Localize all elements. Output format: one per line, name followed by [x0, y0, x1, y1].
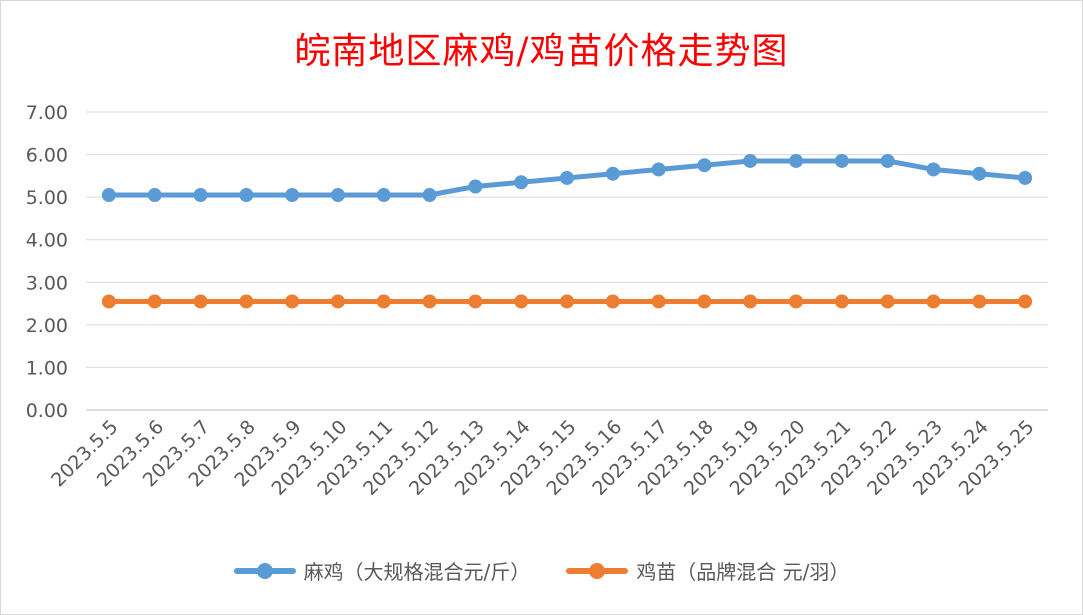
data-point-series-2 [743, 294, 758, 309]
data-point-series-2 [926, 294, 941, 309]
data-point-series-1 [468, 179, 483, 194]
y-tick-label: 0.00 [26, 400, 68, 422]
data-point-series-2 [330, 294, 345, 309]
data-point-series-2 [514, 294, 529, 309]
data-point-series-2 [834, 294, 849, 309]
legend: 麻鸡（大规格混合元/斤） 鸡苗（品牌混合 元/羽） [0, 556, 1083, 585]
series-lines [101, 153, 1033, 309]
y-tick-label: 6.00 [26, 145, 68, 167]
data-point-series-2 [147, 294, 162, 309]
y-tick-label: 5.00 [26, 187, 68, 209]
data-point-series-1 [926, 162, 941, 177]
y-tick-label: 7.00 [26, 102, 68, 124]
data-point-series-2 [285, 294, 300, 309]
x-axis-ticks: 2023.5.52023.5.62023.5.72023.5.82023.5.9… [47, 416, 1039, 500]
y-tick-label: 3.00 [26, 272, 68, 294]
data-point-series-1 [330, 188, 345, 203]
legend-label-series-2: 鸡苗（品牌混合 元/羽） [636, 560, 850, 584]
data-point-series-2 [972, 294, 987, 309]
data-point-series-2 [193, 294, 208, 309]
legend-marker-series-1 [233, 562, 296, 579]
data-point-series-1 [147, 188, 162, 203]
legend-item-series-1: 麻鸡（大规格混合元/斤） [233, 556, 531, 585]
data-point-series-1 [1018, 170, 1033, 185]
data-point-series-2 [376, 294, 391, 309]
data-point-series-1 [834, 153, 849, 168]
data-point-series-2 [468, 294, 483, 309]
data-point-series-1 [193, 188, 208, 203]
data-point-series-2 [880, 294, 895, 309]
data-point-series-1 [697, 158, 712, 173]
data-point-series-2 [697, 294, 712, 309]
data-point-series-1 [422, 188, 437, 203]
data-point-series-1 [376, 188, 391, 203]
data-point-series-2 [789, 294, 804, 309]
data-point-series-1 [285, 188, 300, 203]
y-tick-label: 4.00 [26, 230, 68, 252]
data-point-series-2 [101, 294, 116, 309]
data-point-series-2 [422, 294, 437, 309]
y-tick-label: 1.00 [26, 357, 68, 379]
data-point-series-2 [605, 294, 620, 309]
data-point-series-1 [743, 153, 758, 168]
data-point-series-1 [101, 188, 116, 203]
y-tick-label: 2.00 [26, 315, 68, 337]
data-point-series-2 [651, 294, 666, 309]
data-point-series-1 [560, 170, 574, 185]
data-point-series-2 [1018, 294, 1033, 309]
legend-label-series-1: 麻鸡（大规格混合元/斤） [303, 560, 531, 584]
data-point-series-2 [560, 294, 574, 309]
data-point-series-1 [605, 166, 620, 181]
data-point-series-1 [514, 175, 529, 190]
data-point-series-1 [880, 153, 895, 168]
legend-marker-series-2 [566, 562, 629, 579]
legend-item-series-2: 鸡苗（品牌混合 元/羽） [566, 556, 849, 585]
data-point-series-2 [239, 294, 254, 309]
data-point-series-1 [651, 162, 666, 177]
grid-lines [86, 111, 1048, 411]
data-point-series-1 [972, 166, 987, 181]
y-axis-ticks: 0.00 1.00 2.00 3.00 4.00 5.00 6.00 7.00 [26, 102, 68, 422]
chart-title: 皖南地区麻鸡/鸡苗价格走势图 [294, 31, 789, 72]
data-point-series-1 [239, 188, 254, 203]
data-point-series-1 [789, 153, 804, 168]
